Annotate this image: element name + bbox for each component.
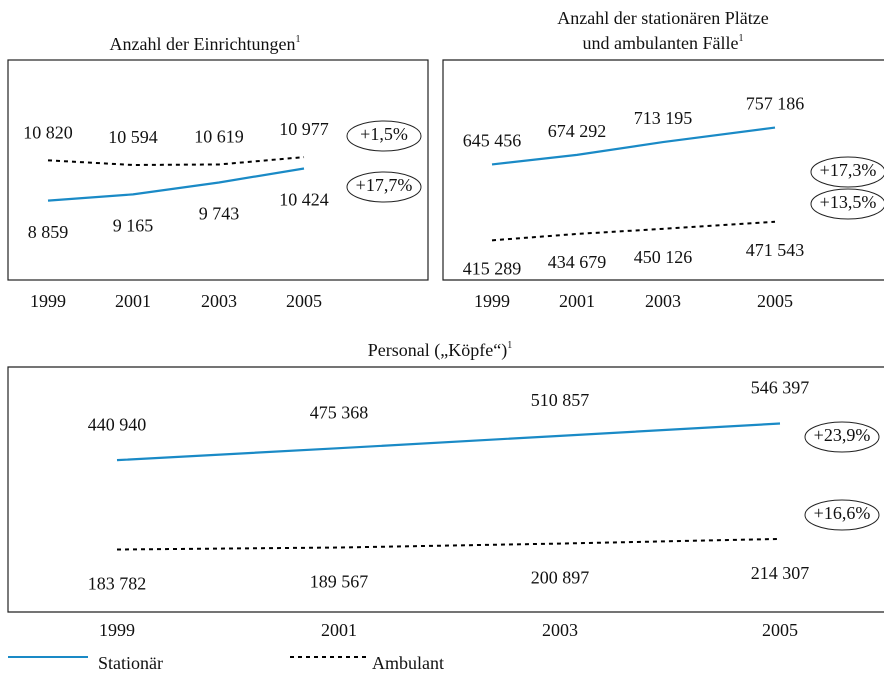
x-tick-label: 2003 xyxy=(201,291,237,311)
x-tick-label: 1999 xyxy=(99,620,135,640)
change-badge xyxy=(804,499,880,531)
data-label: 415 289 xyxy=(463,258,522,278)
x-tick-label: 2005 xyxy=(286,291,322,311)
data-label: 440 940 xyxy=(88,414,147,434)
data-label: 200 897 xyxy=(531,568,590,588)
title-footnote: 1 xyxy=(295,34,300,45)
data-label: 189 567 xyxy=(310,572,369,592)
x-tick-label: 2001 xyxy=(321,620,357,640)
title-text: Anzahl der Einrichtungen xyxy=(110,34,296,54)
data-label: 713 195 xyxy=(634,108,693,128)
title-text: und ambulanten Fälle xyxy=(583,33,739,53)
title-text: Anzahl der stationären Plätze xyxy=(557,8,768,28)
data-label: 9 743 xyxy=(199,204,240,224)
legend-label: Stationär xyxy=(98,653,163,673)
series-line xyxy=(116,422,781,462)
chart-title: Anzahl der Einrichtungen1 xyxy=(110,34,301,54)
panel-frame xyxy=(442,59,884,281)
data-label: 674 292 xyxy=(548,121,607,141)
series-line xyxy=(491,220,776,242)
data-label: 10 820 xyxy=(23,122,73,142)
change-badge xyxy=(810,156,884,188)
x-tick-label: 1999 xyxy=(30,291,66,311)
title-footnote: 1 xyxy=(507,340,512,351)
x-tick-label: 2005 xyxy=(762,620,798,640)
data-label: 10 594 xyxy=(108,127,158,147)
data-label: 10 619 xyxy=(194,127,244,147)
title-text: Personal („Köpfe“) xyxy=(368,340,507,361)
change-label: +23,9% xyxy=(814,425,871,445)
x-tick-label: 2001 xyxy=(559,291,595,311)
series-line xyxy=(491,126,776,166)
change-label: +13,5% xyxy=(820,192,877,212)
panel-frame xyxy=(7,59,429,281)
chart-title: und ambulanten Fälle1 xyxy=(583,33,744,53)
panel-frame xyxy=(7,366,884,613)
data-label: 434 679 xyxy=(548,252,607,272)
series-line xyxy=(116,537,781,551)
change-label: +17,3% xyxy=(820,160,877,180)
chart-title: Personal („Köpfe“)1 xyxy=(368,340,512,361)
x-tick-label: 1999 xyxy=(474,291,510,311)
change-label: +17,7% xyxy=(356,175,413,195)
legend-label: Ambulant xyxy=(372,653,444,673)
data-label: 546 397 xyxy=(751,378,810,398)
change-badge xyxy=(810,188,884,220)
x-tick-label: 2001 xyxy=(115,291,151,311)
data-label: 645 456 xyxy=(463,131,522,151)
data-label: 214 307 xyxy=(751,563,810,583)
series-line xyxy=(47,156,305,166)
change-badge xyxy=(346,120,422,152)
x-tick-label: 2003 xyxy=(645,291,681,311)
data-label: 471 543 xyxy=(746,240,805,260)
data-label: 9 165 xyxy=(113,215,154,235)
data-label: 10 977 xyxy=(279,119,329,139)
change-label: +16,6% xyxy=(814,503,871,523)
data-label: 475 368 xyxy=(310,402,369,422)
data-label: 510 857 xyxy=(531,390,590,410)
data-label: 8 859 xyxy=(28,222,69,242)
x-tick-label: 2005 xyxy=(757,291,793,311)
title-footnote: 1 xyxy=(738,33,743,44)
series-line xyxy=(47,167,305,202)
data-label: 10 424 xyxy=(279,190,329,210)
data-label: 757 186 xyxy=(746,94,805,114)
data-label: 183 782 xyxy=(88,574,147,594)
change-label: +1,5% xyxy=(360,124,408,144)
change-badge xyxy=(346,171,422,203)
x-tick-label: 2003 xyxy=(542,620,578,640)
change-badge xyxy=(804,421,880,453)
chart-title: Anzahl der stationären Plätze xyxy=(557,8,768,28)
data-label: 450 126 xyxy=(634,247,693,267)
